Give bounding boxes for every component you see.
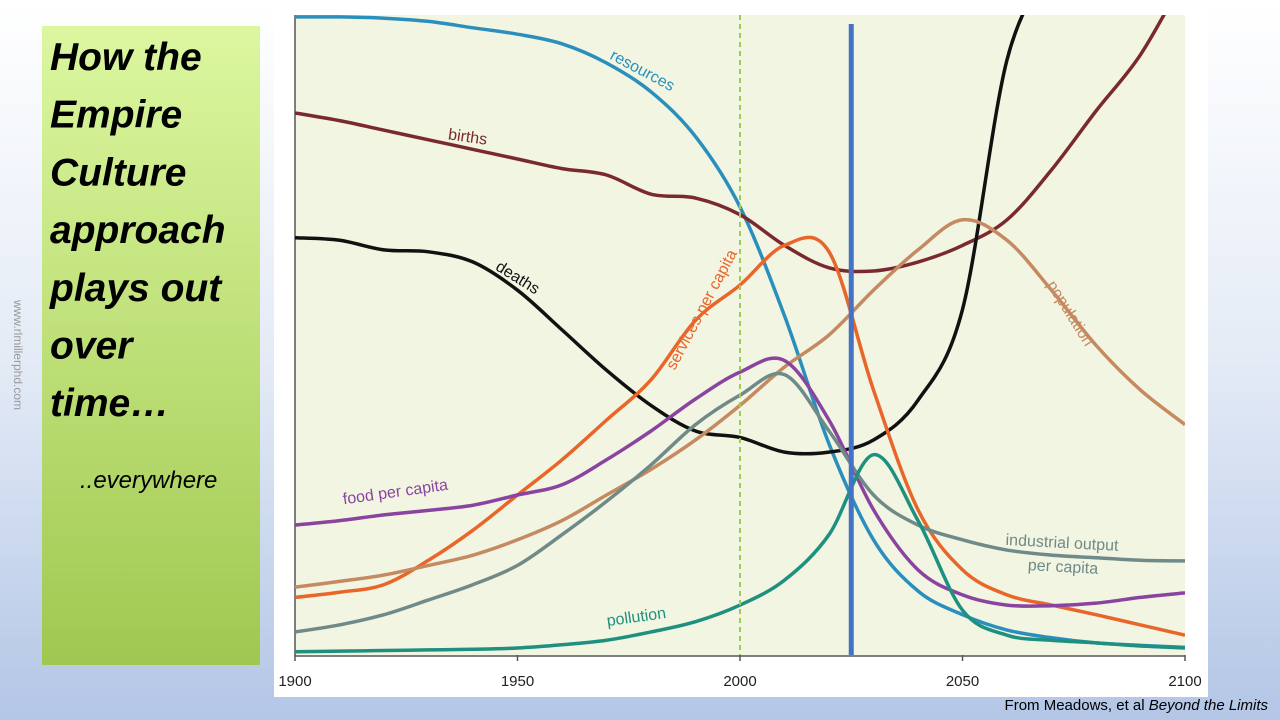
series-label: industrial output per capita [1004, 532, 1123, 579]
credit: From Meadows, et al Beyond the Limits [1005, 697, 1269, 714]
title: How the Empire Culture approach plays out ove… [49, 36, 226, 425]
title-box [42, 26, 260, 665]
title-line: plays out [49, 267, 223, 310]
title-line: over [50, 325, 134, 368]
side-text: www.rlmillerphd.com [11, 299, 25, 410]
series-line [295, 15, 1025, 456]
x-tick-label: 1950 [501, 673, 534, 690]
series-label: births [447, 126, 488, 148]
plot [295, 15, 1185, 655]
credit-text: From Meadows, et al [1005, 697, 1145, 714]
series-line [295, 356, 1185, 608]
title-line: Empire [50, 94, 182, 137]
title-line: time… [50, 382, 169, 425]
series-line [295, 15, 1185, 650]
x-tick-label: 2000 [723, 673, 756, 690]
title-line: How the [50, 36, 202, 79]
subtitle: ..everywhere [80, 467, 217, 494]
x-tick-label: 2050 [946, 673, 979, 690]
title-line: approach [50, 209, 226, 252]
credit-source: Beyond the Limits [1149, 697, 1269, 714]
series-line [295, 235, 1185, 637]
x-tick-label: 1900 [278, 673, 311, 690]
title-line: Culture [50, 151, 187, 194]
series-line [295, 452, 1185, 654]
x-tick-label: 2100 [1168, 673, 1201, 690]
series-line [295, 15, 1166, 274]
